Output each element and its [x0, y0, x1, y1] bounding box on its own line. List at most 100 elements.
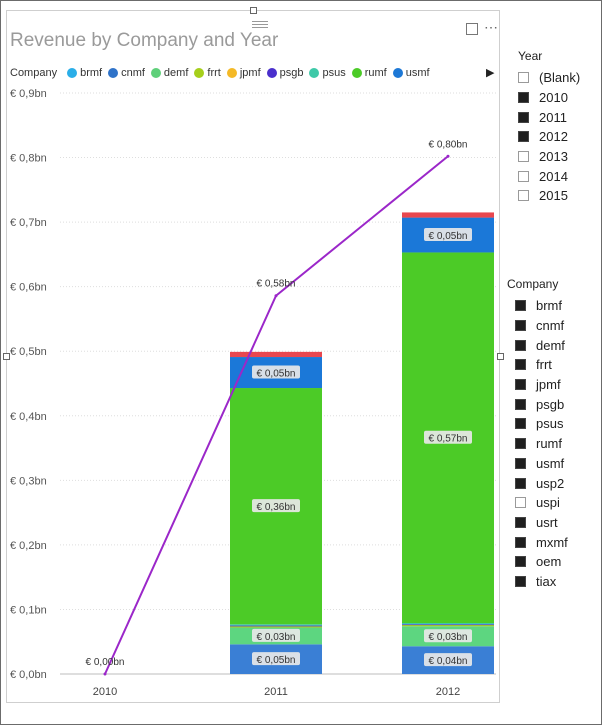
company-slicer-item-label: jpmf: [536, 377, 561, 393]
resize-handle-right[interactable]: [497, 353, 504, 360]
company-slicer-item[interactable]: brmf: [515, 296, 568, 316]
y-tick-label: € 0,0bn: [10, 669, 47, 681]
bar-data-label: € 0,05bn: [257, 655, 296, 666]
company-slicer: Company brmf cnmf demf frrt jpmf psgb psus rumf…: [507, 277, 568, 591]
legend-item-psgb[interactable]: psgb: [266, 67, 304, 79]
legend-item-label: frrt: [207, 67, 221, 79]
legend-item-brmf[interactable]: brmf: [67, 67, 102, 79]
year-slicer-title: Year: [518, 49, 543, 63]
legend-item-label: psgb: [279, 67, 304, 79]
checkbox-checked-icon[interactable]: [515, 438, 526, 450]
checkbox-checked-icon[interactable]: [515, 379, 526, 391]
company-slicer-item[interactable]: usp2: [515, 473, 568, 493]
legend-items: brmf cnmf demf frrt jpmf psgb psus rumf usmf: [67, 67, 436, 79]
company-slicer-item[interactable]: psgb: [515, 394, 568, 414]
checkbox-checked-icon[interactable]: [518, 131, 529, 143]
company-slicer-item[interactable]: demf: [515, 335, 568, 355]
year-slicer-item-label: 2013: [539, 149, 568, 165]
company-slicer-item-label: demf: [536, 337, 565, 353]
line-data-label: € 0,00bn: [86, 657, 125, 668]
y-tick-label: € 0,3bn: [10, 475, 47, 487]
checkbox-checked-icon[interactable]: [515, 339, 526, 351]
bar-data-label: € 0,05bn: [257, 369, 296, 380]
company-slicer-item[interactable]: psus: [515, 414, 568, 434]
checkbox-unchecked-icon[interactable]: [515, 497, 526, 509]
year-slicer-item[interactable]: 2015: [518, 186, 580, 206]
focus-mode-icon[interactable]: [466, 23, 478, 35]
year-slicer: Year (Blank) 2010 2011 2012 2013 2014 2015: [518, 49, 580, 206]
company-slicer-item[interactable]: tiax: [515, 572, 568, 592]
bar-data-label: € 0,03bn: [429, 632, 468, 643]
data-label-bg: [252, 628, 300, 642]
data-label-bg: [424, 629, 472, 643]
checkbox-checked-icon[interactable]: [518, 92, 529, 104]
bar-segment-frrt: [230, 626, 322, 628]
checkbox-checked-icon[interactable]: [518, 111, 529, 123]
checkbox-checked-icon[interactable]: [515, 457, 526, 469]
company-slicer-item[interactable]: oem: [515, 552, 568, 572]
y-tick-label: € 0,2bn: [10, 540, 47, 552]
year-slicer-item[interactable]: 2010: [518, 88, 580, 108]
checkbox-checked-icon[interactable]: [515, 477, 526, 489]
data-label-bg: [252, 365, 300, 379]
bar-segment-psgb: [402, 624, 494, 626]
company-slicer-item[interactable]: rumf: [515, 434, 568, 454]
company-slicer-item-label: usrt: [536, 514, 558, 530]
company-slicer-item[interactable]: cnmf: [515, 316, 568, 336]
checkbox-checked-icon[interactable]: [515, 300, 526, 312]
y-tick-label: € 0,6bn: [10, 282, 47, 294]
checkbox-checked-icon[interactable]: [515, 536, 526, 548]
legend-dot-icon: [150, 68, 161, 78]
year-slicer-item[interactable]: 2011: [518, 107, 580, 127]
legend-item-usmf[interactable]: usmf: [392, 67, 430, 79]
data-label-bg: [424, 430, 472, 444]
company-slicer-item-label: cnmf: [536, 318, 565, 334]
checkbox-unchecked-icon[interactable]: [518, 72, 529, 84]
checkbox-checked-icon[interactable]: [515, 398, 526, 410]
year-slicer-item[interactable]: 2013: [518, 147, 580, 167]
legend-item-jpmf[interactable]: jpmf: [226, 67, 261, 79]
company-slicer-item[interactable]: mxmf: [515, 532, 568, 552]
legend-dot-icon: [392, 68, 403, 78]
legend-item-label: brmf: [80, 67, 103, 79]
legend-item-label: cnmf: [121, 67, 145, 79]
checkbox-unchecked-icon[interactable]: [518, 190, 529, 202]
year-slicer-item-label: (Blank): [539, 70, 581, 86]
legend-item-label: demf: [163, 67, 189, 79]
checkbox-checked-icon[interactable]: [515, 418, 526, 430]
legend-item-frrt[interactable]: frrt: [194, 67, 221, 79]
company-slicer-item[interactable]: jpmf: [515, 375, 568, 395]
resize-handle-top[interactable]: [250, 7, 257, 14]
y-tick-label: € 0,7bn: [10, 217, 47, 229]
resize-handle-left[interactable]: [3, 353, 10, 360]
company-slicer-item-label: mxmf: [536, 534, 568, 550]
checkbox-checked-icon[interactable]: [515, 359, 526, 371]
legend-item-psus[interactable]: psus: [309, 67, 346, 79]
year-slicer-item[interactable]: 2012: [518, 127, 580, 147]
bar-data-label: € 0,36bn: [257, 502, 296, 513]
more-options-icon[interactable]: ⋯: [484, 19, 499, 35]
year-slicer-item[interactable]: 2014: [518, 166, 580, 186]
checkbox-unchecked-icon[interactable]: [518, 170, 529, 182]
company-slicer-item[interactable]: usrt: [515, 513, 568, 533]
company-slicer-item-label: brmf: [536, 298, 562, 314]
legend-item-rumf[interactable]: rumf: [351, 67, 387, 79]
company-slicer-item[interactable]: uspi: [515, 493, 568, 513]
drag-grip-icon[interactable]: [252, 19, 268, 28]
checkbox-checked-icon[interactable]: [515, 556, 526, 568]
company-slicer-item[interactable]: frrt: [515, 355, 568, 375]
checkbox-checked-icon[interactable]: [515, 320, 526, 332]
legend-item-label: rumf: [364, 67, 387, 79]
checkbox-checked-icon[interactable]: [515, 516, 526, 528]
company-slicer-item[interactable]: usmf: [515, 454, 568, 474]
legend-item-demf[interactable]: demf: [150, 67, 189, 79]
legend-next-arrow-icon[interactable]: ▶: [486, 67, 495, 79]
legend-item-cnmf[interactable]: cnmf: [108, 67, 145, 79]
bar-segment-usp2: [230, 351, 322, 358]
year-slicer-item[interactable]: (Blank): [518, 68, 580, 88]
checkbox-unchecked-icon[interactable]: [518, 151, 529, 163]
bar-segment-psus: [230, 624, 322, 626]
y-tick-label: € 0,5bn: [10, 346, 47, 358]
company-slicer-item-label: usp2: [536, 475, 565, 491]
checkbox-checked-icon[interactable]: [515, 575, 526, 587]
